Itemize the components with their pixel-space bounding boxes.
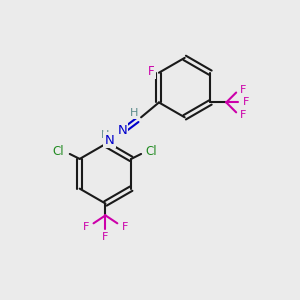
Text: F: F bbox=[82, 222, 89, 232]
Text: F: F bbox=[243, 98, 249, 107]
Text: F: F bbox=[240, 85, 246, 94]
Text: N: N bbox=[104, 134, 114, 147]
Text: H: H bbox=[101, 130, 110, 140]
Text: F: F bbox=[122, 222, 128, 232]
Text: Cl: Cl bbox=[52, 146, 64, 158]
Text: Cl: Cl bbox=[145, 146, 157, 158]
Text: F: F bbox=[148, 65, 154, 78]
Text: N: N bbox=[117, 124, 127, 137]
Text: F: F bbox=[102, 232, 109, 242]
Text: F: F bbox=[240, 110, 246, 120]
Text: H: H bbox=[130, 108, 138, 118]
